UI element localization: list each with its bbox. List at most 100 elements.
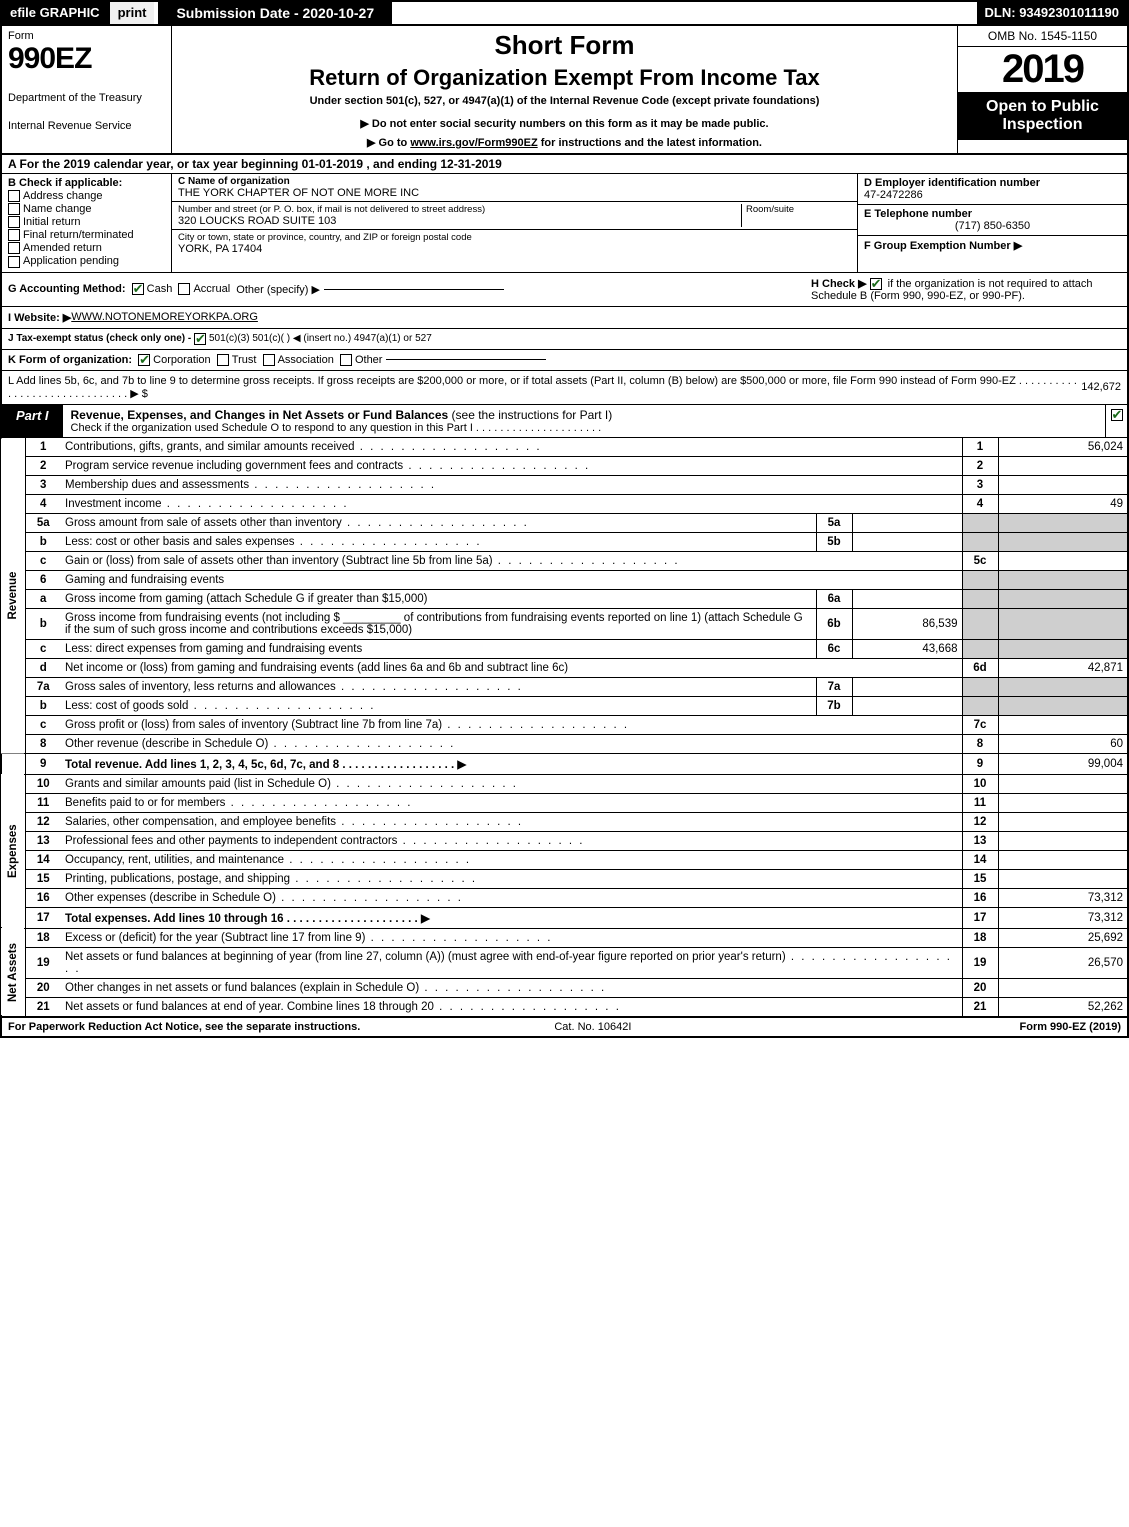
chk-h[interactable] — [870, 278, 882, 290]
tax-year: 2019 — [958, 47, 1127, 92]
lno-15: 15 — [25, 869, 61, 888]
lno-3: 3 — [25, 475, 61, 494]
sub-6a: 6a — [816, 589, 852, 608]
i-label: I Website: ▶ — [8, 311, 71, 324]
desc-9: Total revenue. Add lines 1, 2, 3, 4, 5c,… — [61, 753, 962, 774]
l-amount: 142,672 — [1081, 381, 1121, 393]
rno-10: 10 — [962, 774, 998, 793]
f-label: F Group Exemption Number ▶ — [864, 239, 1121, 252]
ein: 47-2472286 — [864, 189, 1121, 201]
rno-11: 11 — [962, 793, 998, 812]
footer-mid: Cat. No. 10642I — [554, 1021, 631, 1033]
subval-6b: 86,539 — [852, 608, 962, 639]
rno-20: 20 — [962, 978, 998, 997]
desc-17: Total expenses. Add lines 10 through 16 … — [61, 907, 962, 928]
lno-17: 17 — [25, 907, 61, 928]
chk-trust[interactable] — [217, 354, 229, 366]
topbar: efile GRAPHIC print Submission Date - 20… — [0, 0, 1129, 26]
g-label: G Accounting Method: — [8, 283, 126, 295]
desc-1: Contributions, gifts, grants, and simila… — [65, 441, 542, 453]
val-17: 73,312 — [998, 907, 1128, 928]
irs: Internal Revenue Service — [8, 120, 165, 132]
rno-12: 12 — [962, 812, 998, 831]
lno-18: 18 — [25, 928, 61, 947]
chk-accrual[interactable] — [178, 283, 190, 295]
expenses-side-label: Expenses — [1, 774, 25, 928]
j-label: J Tax-exempt status (check only one) - — [8, 333, 191, 344]
desc-4: Investment income — [65, 498, 349, 510]
subval-7b — [852, 696, 962, 715]
desc-5b: Less: cost or other basis and sales expe… — [65, 536, 482, 548]
revenue-side-label: Revenue — [1, 438, 25, 754]
lno-10: 10 — [25, 774, 61, 793]
val-13 — [998, 831, 1128, 850]
desc-10: Grants and similar amounts paid (list in… — [65, 778, 518, 790]
desc-14: Occupancy, rent, utilities, and maintena… — [65, 854, 471, 866]
k-label: K Form of organization: — [8, 354, 132, 366]
val-2 — [998, 456, 1128, 475]
j-line: J Tax-exempt status (check only one) - 5… — [0, 329, 1129, 350]
ssn-warning: ▶ Do not enter social security numbers o… — [178, 117, 951, 130]
val-12 — [998, 812, 1128, 831]
desc-11: Benefits paid to or for members — [65, 797, 412, 809]
return-title: Return of Organization Exempt From Incom… — [178, 65, 951, 91]
dln: DLN: 93492301011190 — [977, 2, 1127, 24]
val-3 — [998, 475, 1128, 494]
sub-5a: 5a — [816, 513, 852, 532]
val-10 — [998, 774, 1128, 793]
lno-7b: b — [25, 696, 61, 715]
irs-link[interactable]: www.irs.gov/Form990EZ — [410, 137, 537, 149]
chk-501c3[interactable] — [194, 333, 206, 345]
street: 320 LOUCKS ROAD SUITE 103 — [178, 215, 741, 227]
lno-6: 6 — [25, 570, 61, 589]
short-form-title: Short Form — [178, 30, 951, 61]
submission-date: Submission Date - 2020-10-27 — [158, 2, 392, 24]
rno-14: 14 — [962, 850, 998, 869]
chk-final-return[interactable]: Final return/terminated — [8, 229, 165, 241]
lno-8: 8 — [25, 734, 61, 753]
chk-corp[interactable] — [138, 354, 150, 366]
rno-13: 13 — [962, 831, 998, 850]
desc-12: Salaries, other compensation, and employ… — [65, 816, 523, 828]
sub-6b: 6b — [816, 608, 852, 639]
lno-19: 19 — [25, 947, 61, 978]
desc-6c: Less: direct expenses from gaming and fu… — [61, 639, 816, 658]
rno-5a-shade — [962, 513, 998, 532]
footer-left: For Paperwork Reduction Act Notice, see … — [8, 1021, 360, 1033]
city: YORK, PA 17404 — [178, 243, 851, 255]
lno-6c: c — [25, 639, 61, 658]
i-line: I Website: ▶ WWW.NOTONEMOREYORKPA.ORG — [0, 307, 1129, 329]
chk-cash[interactable] — [132, 283, 144, 295]
header-left: Form 990EZ Department of the Treasury In… — [2, 26, 172, 153]
part1-schedo-check[interactable] — [1105, 405, 1127, 437]
rval-5a-shade — [998, 513, 1128, 532]
desc-6b: Gross income from fundraising events (no… — [61, 608, 816, 639]
subval-5b — [852, 532, 962, 551]
chk-name-change[interactable]: Name change — [8, 203, 165, 215]
lno-1: 1 — [25, 438, 61, 457]
instructions-link-line: ▶ Go to www.irs.gov/Form990EZ for instru… — [178, 136, 951, 149]
lno-6a: a — [25, 589, 61, 608]
desc-19: Net assets or fund balances at beginning… — [65, 951, 952, 975]
val-14 — [998, 850, 1128, 869]
open-to-public: Open to Public Inspection — [958, 92, 1127, 140]
phone: (717) 850-6350 — [864, 220, 1121, 232]
desc-18: Excess or (deficit) for the year (Subtra… — [65, 932, 552, 944]
chk-assoc[interactable] — [263, 354, 275, 366]
desc-7a: Gross sales of inventory, less returns a… — [65, 681, 523, 693]
j-opts: 501(c)(3) 501(c)( ) ◀ (insert no.) 4947(… — [209, 333, 432, 344]
lno-5c: c — [25, 551, 61, 570]
val-21: 52,262 — [998, 997, 1128, 1016]
print-button[interactable]: print — [108, 2, 155, 24]
chk-app-pending[interactable]: Application pending — [8, 255, 165, 267]
city-label: City or town, state or province, country… — [178, 232, 851, 243]
chk-amended[interactable]: Amended return — [8, 242, 165, 254]
desc-7b: Less: cost of goods sold — [65, 700, 375, 712]
part1-badge: Part I — [2, 405, 63, 437]
website-link[interactable]: WWW.NOTONEMOREYORKPA.ORG — [71, 311, 258, 323]
chk-initial-return[interactable]: Initial return — [8, 216, 165, 228]
chk-other-org[interactable] — [340, 354, 352, 366]
desc-13: Professional fees and other payments to … — [65, 835, 584, 847]
org-name: THE YORK CHAPTER OF NOT ONE MORE INC — [178, 187, 851, 199]
chk-address-change[interactable]: Address change — [8, 190, 165, 202]
